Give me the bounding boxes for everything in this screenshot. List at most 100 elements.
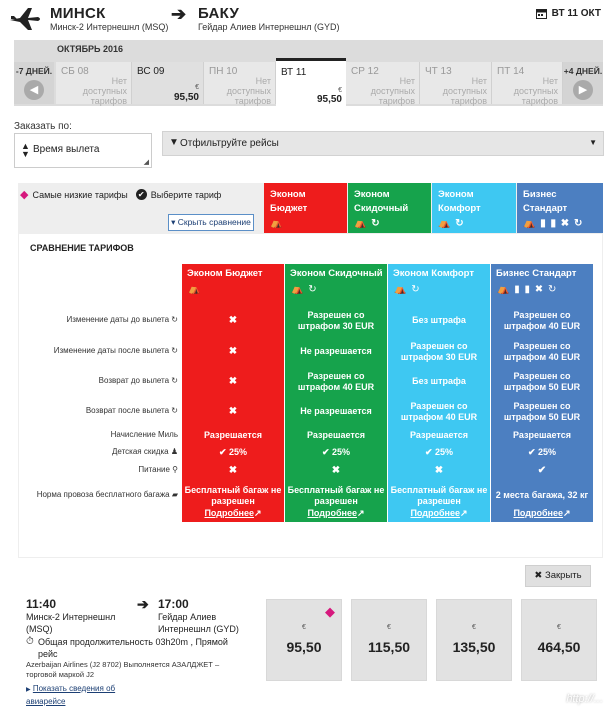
filter-select[interactable]: ▼ Отфильтруйте рейсы ▼ (162, 131, 604, 156)
comparison-row-label: Возврат до вылета ↻ (98, 376, 178, 385)
selected-date[interactable]: ВТ 11 ОКТ (535, 8, 601, 19)
comparison-cell: Без штрафа (412, 315, 466, 325)
selected-date-label: ВТ 11 ОКТ (551, 8, 601, 19)
close-icon: ✖ (534, 570, 543, 581)
tariff-header-3[interactable]: Эконом Комфорт ⛺ ↻ (432, 183, 516, 233)
date-cell-date: ЧТ 13 (425, 66, 452, 77)
column-feature-icons: ⛺ ↻ (394, 284, 421, 295)
close-comparison-button[interactable]: ✖ Закрыть (525, 565, 591, 587)
comparison-row-label: Начисление Миль (110, 430, 178, 439)
date-cell[interactable]: ВТ 11 €95,50 (276, 58, 346, 106)
more-details-link[interactable]: Подробнее ↗ (388, 508, 490, 519)
date-cell[interactable]: ПН 10 Нет доступных тарифов (204, 62, 276, 106)
currency-symbol: € (195, 84, 199, 91)
comparison-cell: ✔ 25% (424, 447, 454, 457)
close-label: Закрыть (545, 570, 582, 581)
comparison-cell: ✖ (331, 465, 341, 476)
tariff-name: Бизнес Стандарт (523, 189, 568, 214)
more-details-label: Подробнее (410, 508, 460, 518)
sort-value: Время вылета (33, 144, 100, 155)
lowest-price-tag-icon: ◆ (325, 604, 335, 619)
arrow-right-icon: ➔ (137, 596, 149, 612)
arrow-right-icon: ➔ (171, 4, 187, 24)
no-fares-text: Нет доступных тарифов (370, 76, 415, 106)
comparison-cell: Разрешается (307, 430, 365, 440)
tariff-name: Эконом Скидочный (354, 189, 409, 214)
fare-price-box[interactable]: €464,50 (521, 599, 597, 681)
flight-details-link[interactable]: ▶ Показать сведения об авиарейсе (26, 683, 146, 707)
currency-symbol: € (302, 624, 306, 631)
tariff-header-1[interactable]: Эконом Бюджет ⛺ (264, 183, 347, 233)
comparison-cell: ✔ 25% (321, 447, 351, 457)
comparison-cell: Разрешается (513, 430, 571, 440)
column-tariff-name: Эконом Скидочный (290, 268, 383, 279)
more-details-link[interactable]: Подробнее ↗ (491, 508, 593, 519)
month-label: ОКТЯБРЬ 2016 (57, 44, 124, 54)
tariff-name: Эконом Бюджет (270, 189, 308, 214)
fare-price-box[interactable]: €95,50 ◆ (266, 599, 342, 681)
comparison-row-label: Изменение даты после вылета ↻ (53, 346, 178, 355)
caret-right-icon: ▶ (26, 687, 31, 693)
date-cell[interactable]: ПТ 14 Нет доступных тарифов (492, 62, 563, 106)
comparison-cell: ✖ (228, 376, 238, 387)
comparison-cell: ✖ (228, 406, 238, 417)
clock-icon: ⏱ (26, 636, 34, 647)
fare-price: 115,50 (367, 639, 411, 655)
comparison-title: СРАВНЕНИЕ ТАРИФОВ (30, 243, 134, 253)
departure-time: 11:40 (26, 597, 57, 611)
plane-icon (10, 8, 40, 30)
no-fares-text: Нет доступных тарифов (226, 76, 271, 106)
date-cell-date: СР 12 (351, 66, 379, 77)
tariff-feature-icons: ⛺ (270, 218, 284, 229)
prev-days-button[interactable]: -7 ДНЕЙ. ◀ (14, 62, 54, 104)
tariff-header-4[interactable]: Бизнес Стандарт ⛺ ▮ ▮ ✖ ↻ (517, 183, 603, 233)
chevron-down-icon: ▼ (589, 138, 597, 147)
external-link-icon: ↗ (460, 508, 468, 518)
date-cell[interactable]: СР 12 Нет доступных тарифов (346, 62, 420, 106)
comparison-cell: ✔ 25% (527, 447, 557, 457)
sort-select[interactable]: ▲ ▼ Время вылета ◢ (14, 133, 152, 168)
more-details-label: Подробнее (307, 508, 357, 518)
comparison-column-1: Эконом Бюджет ⛺ ✖ ✖ ✖ ✖ Разрешается ✔ 25% ✖ Беспл… (182, 264, 284, 522)
prev-days-label: -7 ДНЕЙ. (15, 66, 53, 76)
tariff-name: Эконом Комфорт (438, 189, 481, 214)
more-details-link[interactable]: Подробнее ↗ (182, 508, 284, 519)
comparison-cell: ✖ (228, 346, 238, 357)
date-cell[interactable]: ЧТ 13 Нет доступных тарифов (420, 62, 492, 106)
chevron-left-icon: ◀ (24, 80, 44, 100)
watermark: http://... (566, 693, 603, 705)
comparison-cell: Разрешен со штрафом 50 EUR (503, 371, 581, 392)
comparison-cell: Бесплатный багаж не разрешен (184, 485, 282, 506)
arrival-time: 17:00 (158, 597, 189, 611)
external-link-icon: ↗ (357, 508, 365, 518)
fare-price-box[interactable]: €135,50 (436, 599, 512, 681)
fare-price-box[interactable]: €115,50 (351, 599, 427, 681)
comparison-cell: ✖ (228, 315, 238, 326)
more-details-label: Подробнее (513, 508, 563, 518)
date-cell[interactable]: ВС 09 €95,50 (132, 62, 204, 104)
date-cell[interactable]: СБ 08 Нет доступных тарифов (56, 62, 132, 106)
chevron-right-icon: ▶ (573, 80, 593, 100)
comparison-cell: ✖ (228, 465, 238, 476)
external-link-icon: ↗ (563, 508, 571, 518)
fare-price: 464,50 (537, 639, 581, 655)
comparison-row-label: Возврат после вылета ↻ (85, 406, 178, 415)
more-details-link[interactable]: Подробнее ↗ (285, 508, 387, 519)
tariff-header-2[interactable]: Эконом Скидочный ⛺ ↻ (348, 183, 431, 233)
comparison-column-3: Эконом Комфорт ⛺ ↻ Без штрафа Разрешен со ш… (388, 264, 490, 522)
comparison-cell: Разрешен со штрафом 30 EUR (400, 341, 478, 362)
sort-label: Заказать по: (14, 121, 72, 132)
tariff-feature-icons: ⛺ ↻ (438, 218, 465, 229)
comparison-cell: Разрешен со штрафом 30 EUR (297, 310, 375, 331)
comparison-cell: Бесплатный багаж не разрешен (390, 485, 488, 506)
column-tariff-name: Эконом Бюджет (187, 268, 263, 279)
hide-comparison-button[interactable]: ▾ Скрыть сравнение (168, 214, 254, 231)
column-feature-icons: ⛺ (188, 284, 202, 295)
date-cell-date: СБ 08 (61, 66, 89, 77)
dest-city: БАКУ (198, 5, 240, 22)
fare-price: 95,50 (286, 639, 322, 655)
comparison-column-2: Эконом Скидочный ⛺ ↻ Разрешен со штрафом 3… (285, 264, 387, 522)
comparison-cell: Не разрешается (300, 406, 372, 416)
next-days-button[interactable]: +4 ДНЕЙ. ▶ (563, 62, 603, 104)
currency-symbol: € (472, 624, 476, 631)
